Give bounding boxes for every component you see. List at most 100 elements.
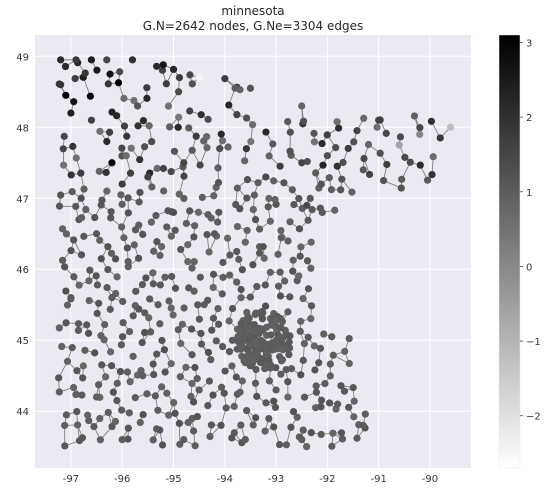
graph-node xyxy=(138,338,146,347)
graph-node xyxy=(60,161,68,169)
graph-node xyxy=(406,158,414,166)
graph-node xyxy=(288,186,296,194)
graph-node xyxy=(249,421,257,429)
graph-node xyxy=(195,315,203,323)
graph-node xyxy=(219,258,227,267)
graph-node xyxy=(364,140,373,149)
graph-node xyxy=(77,214,86,222)
graph-node xyxy=(96,236,104,244)
graph-node xyxy=(63,301,72,309)
graph-node xyxy=(167,304,175,312)
graph-node xyxy=(139,230,147,239)
graph-node xyxy=(187,325,196,333)
graph-node xyxy=(289,267,297,275)
graph-node xyxy=(177,339,185,348)
x-tick-label: -96 xyxy=(114,474,130,485)
graph-node xyxy=(180,172,188,180)
graph-node xyxy=(383,160,391,169)
graph-node xyxy=(62,411,71,419)
graph-node xyxy=(77,194,85,202)
graph-node xyxy=(210,230,219,238)
graph-node xyxy=(207,421,216,429)
graph-node xyxy=(360,114,368,122)
graph-node xyxy=(63,357,72,365)
y-tick-label: 48 xyxy=(16,123,29,134)
graph-node xyxy=(217,421,225,429)
graph-node xyxy=(55,388,63,396)
graph-node xyxy=(264,203,272,211)
graph-node xyxy=(296,327,304,335)
graph-node xyxy=(277,234,285,242)
graph-node xyxy=(93,66,101,74)
graph-node xyxy=(145,314,153,322)
graph-node xyxy=(359,421,367,430)
graph-node xyxy=(252,414,260,422)
graph-node xyxy=(210,192,218,200)
graph-node xyxy=(90,422,98,431)
graph-node xyxy=(72,154,80,162)
graph-node xyxy=(416,130,424,138)
graph-node xyxy=(118,223,126,231)
graph-node xyxy=(423,176,432,184)
graph-node xyxy=(71,74,79,83)
graph-node xyxy=(139,372,147,380)
graph-node xyxy=(282,365,290,374)
graph-node xyxy=(111,255,120,263)
graph-node xyxy=(255,225,264,233)
graph-node xyxy=(318,139,326,148)
graph-node xyxy=(237,285,245,294)
graph-node xyxy=(153,62,161,70)
graph-node xyxy=(284,308,292,316)
graph-node xyxy=(243,346,252,354)
graph-node xyxy=(191,363,199,372)
graph-node xyxy=(303,257,312,265)
graph-node xyxy=(276,268,284,276)
graph-node xyxy=(365,170,374,179)
graph-node xyxy=(332,144,340,152)
graph-node xyxy=(165,123,174,131)
graph-node xyxy=(136,188,144,197)
graph-node xyxy=(266,217,274,225)
graph-node xyxy=(136,155,144,164)
graph-node xyxy=(120,122,129,130)
graph-node xyxy=(70,98,78,106)
graph-node xyxy=(61,263,69,271)
x-tick-label: -94 xyxy=(217,474,233,485)
graph-node xyxy=(113,273,121,281)
graph-node xyxy=(325,174,333,182)
graph-node xyxy=(82,205,90,214)
graph-node xyxy=(243,226,251,235)
graph-node xyxy=(345,403,353,411)
graph-node xyxy=(245,322,253,330)
graph-node xyxy=(96,127,104,135)
graph-node xyxy=(57,191,65,199)
graph-node xyxy=(246,84,255,92)
graph-node xyxy=(215,208,223,216)
graph-node xyxy=(323,131,331,139)
graph-node xyxy=(277,324,285,332)
graph-node xyxy=(249,205,257,214)
graph-node xyxy=(178,320,186,328)
graph-node xyxy=(257,336,265,344)
graph-node xyxy=(339,158,347,167)
graph-node xyxy=(78,391,86,399)
graph-node xyxy=(209,391,217,399)
graph-node xyxy=(331,206,339,214)
graph-node xyxy=(69,142,77,151)
graph-node xyxy=(134,254,143,262)
graph-node xyxy=(341,347,349,355)
graph-node xyxy=(75,281,83,289)
graph-node xyxy=(274,250,282,258)
graph-node xyxy=(325,399,334,407)
graph-node xyxy=(286,332,294,340)
graph-node xyxy=(208,326,216,334)
graph-node xyxy=(190,427,198,435)
graph-node xyxy=(395,141,403,149)
graph-node xyxy=(154,301,162,309)
graph-node xyxy=(187,392,195,400)
graph-node xyxy=(293,413,301,421)
graph-node xyxy=(91,349,99,357)
graph-node xyxy=(376,149,384,157)
graph-node xyxy=(146,295,154,303)
